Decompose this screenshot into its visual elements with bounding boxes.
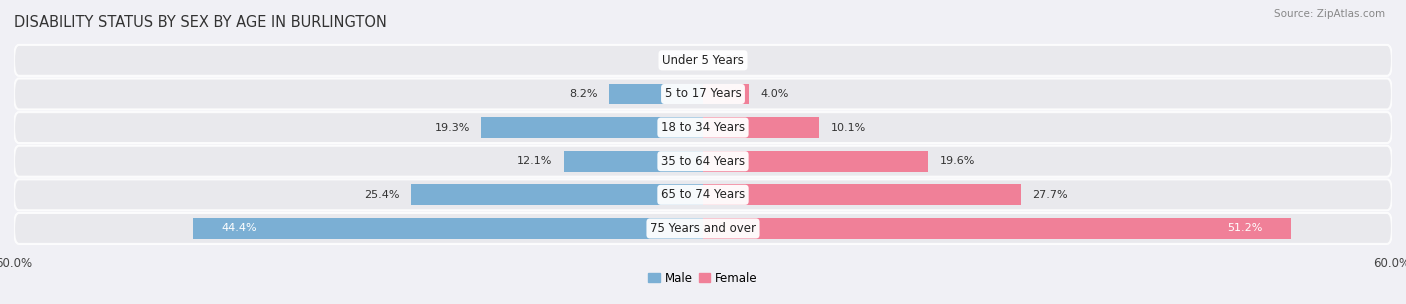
Text: 44.4%: 44.4% xyxy=(222,223,257,233)
Bar xyxy=(703,218,1291,239)
Text: 0.0%: 0.0% xyxy=(664,55,692,65)
FancyBboxPatch shape xyxy=(14,45,1392,76)
FancyBboxPatch shape xyxy=(14,146,1392,177)
Text: 12.1%: 12.1% xyxy=(517,156,553,166)
Text: Under 5 Years: Under 5 Years xyxy=(662,54,744,67)
Legend: Male, Female: Male, Female xyxy=(644,267,762,289)
Bar xyxy=(564,151,703,172)
Text: 10.1%: 10.1% xyxy=(831,123,866,133)
Text: 0.0%: 0.0% xyxy=(714,55,742,65)
Bar xyxy=(703,84,749,104)
Text: 75 Years and over: 75 Years and over xyxy=(650,222,756,235)
Bar xyxy=(703,185,1021,205)
Text: 18 to 34 Years: 18 to 34 Years xyxy=(661,121,745,134)
Text: Source: ZipAtlas.com: Source: ZipAtlas.com xyxy=(1274,9,1385,19)
Text: 35 to 64 Years: 35 to 64 Years xyxy=(661,155,745,168)
Text: 27.7%: 27.7% xyxy=(1032,190,1069,200)
Bar xyxy=(481,117,703,138)
Text: 4.0%: 4.0% xyxy=(761,89,789,99)
Bar xyxy=(703,117,818,138)
FancyBboxPatch shape xyxy=(14,78,1392,109)
Text: DISABILITY STATUS BY SEX BY AGE IN BURLINGTON: DISABILITY STATUS BY SEX BY AGE IN BURLI… xyxy=(14,15,387,30)
FancyBboxPatch shape xyxy=(14,179,1392,210)
Bar xyxy=(193,218,703,239)
Text: 25.4%: 25.4% xyxy=(364,190,399,200)
Bar xyxy=(412,185,703,205)
Text: 51.2%: 51.2% xyxy=(1227,223,1263,233)
Bar xyxy=(703,151,928,172)
Bar xyxy=(609,84,703,104)
FancyBboxPatch shape xyxy=(14,112,1392,143)
Text: 5 to 17 Years: 5 to 17 Years xyxy=(665,88,741,101)
Text: 65 to 74 Years: 65 to 74 Years xyxy=(661,188,745,201)
Text: 19.6%: 19.6% xyxy=(939,156,974,166)
FancyBboxPatch shape xyxy=(14,213,1392,244)
Text: 8.2%: 8.2% xyxy=(569,89,598,99)
Text: 19.3%: 19.3% xyxy=(434,123,470,133)
